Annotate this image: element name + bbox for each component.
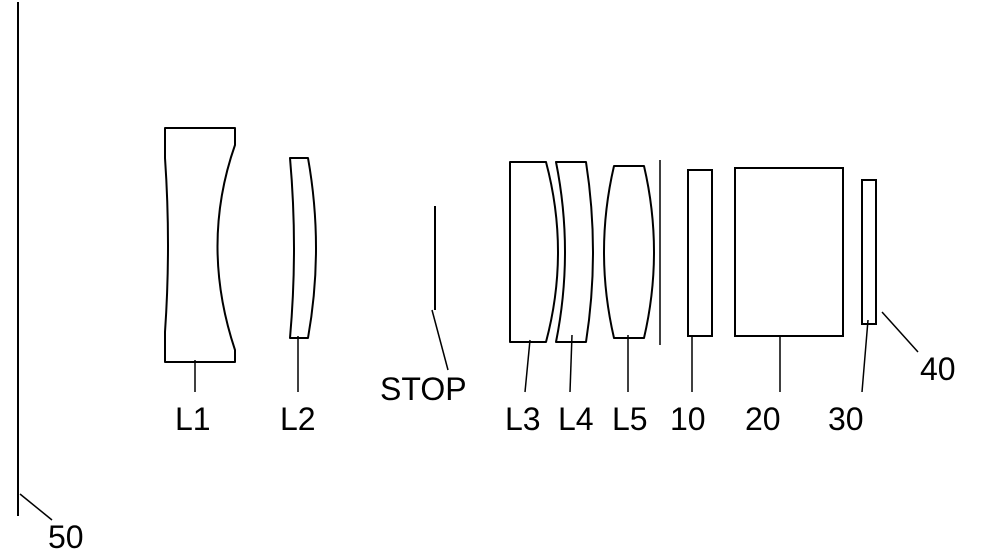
50-label: 50	[48, 519, 84, 554]
element-40: 40	[882, 312, 956, 387]
L4-lens-shape	[556, 162, 593, 342]
40-leader	[882, 312, 918, 352]
L5-label: L5	[612, 401, 648, 437]
L4-leader	[570, 335, 572, 392]
20-shape	[735, 168, 843, 336]
10-label: 10	[670, 401, 706, 437]
STOP-leader	[432, 310, 448, 370]
L2-lens-shape	[290, 158, 316, 338]
L4-label: L4	[558, 401, 594, 437]
L3-leader	[525, 340, 530, 392]
element-L2: L2	[280, 158, 316, 437]
L1-label: L1	[175, 401, 211, 437]
L5-lens-shape	[604, 166, 654, 338]
element-50: 50	[20, 494, 84, 554]
optical-diagram: L1 L2 STOP L3 L4 L5 10 20 30 40 50	[0, 0, 1000, 554]
element-30: 30	[828, 180, 876, 437]
40-label: 40	[920, 351, 956, 387]
element-10: 10	[660, 160, 712, 437]
element-L5: L5	[604, 166, 654, 437]
element-STOP: STOP	[380, 206, 467, 407]
50-leader	[20, 494, 52, 520]
30-leader	[862, 320, 868, 392]
element-20: 20	[735, 168, 843, 437]
L3-label: L3	[505, 401, 541, 437]
20-label: 20	[745, 401, 781, 437]
element-L4: L4	[556, 162, 594, 437]
L1-lens-shape	[165, 128, 235, 362]
L3-lens-shape	[510, 162, 558, 342]
element-L3: L3	[505, 162, 558, 437]
STOP-label: STOP	[380, 371, 467, 407]
element-L1: L1	[165, 128, 235, 437]
10-shape	[688, 170, 712, 336]
30-label: 30	[828, 401, 864, 437]
L2-label: L2	[280, 401, 316, 437]
30-shape	[862, 180, 876, 324]
